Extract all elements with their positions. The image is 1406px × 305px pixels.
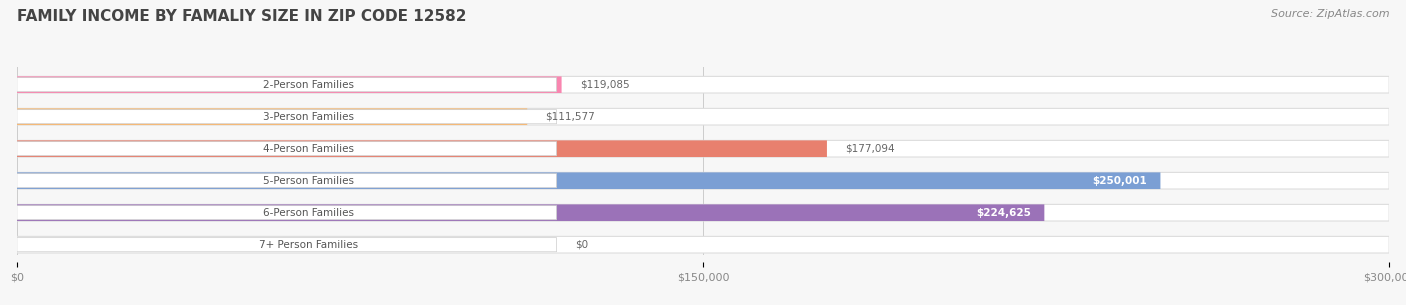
- FancyBboxPatch shape: [17, 108, 527, 125]
- Text: Source: ZipAtlas.com: Source: ZipAtlas.com: [1271, 9, 1389, 19]
- Text: 5-Person Families: 5-Person Families: [263, 176, 354, 186]
- FancyBboxPatch shape: [17, 76, 561, 93]
- FancyBboxPatch shape: [17, 78, 557, 92]
- Text: $224,625: $224,625: [976, 208, 1031, 218]
- Text: $0: $0: [575, 240, 588, 250]
- FancyBboxPatch shape: [17, 236, 1389, 253]
- FancyBboxPatch shape: [17, 108, 1389, 125]
- Text: $111,577: $111,577: [546, 112, 595, 122]
- Text: 4-Person Families: 4-Person Families: [263, 144, 354, 154]
- Text: 2-Person Families: 2-Person Families: [263, 80, 354, 90]
- FancyBboxPatch shape: [17, 238, 557, 252]
- FancyBboxPatch shape: [17, 172, 1160, 189]
- Text: 3-Person Families: 3-Person Families: [263, 112, 354, 122]
- FancyBboxPatch shape: [17, 142, 557, 156]
- Text: 6-Person Families: 6-Person Families: [263, 208, 354, 218]
- Text: 7+ Person Families: 7+ Person Families: [259, 240, 359, 250]
- FancyBboxPatch shape: [17, 204, 1045, 221]
- FancyBboxPatch shape: [17, 140, 827, 157]
- Text: FAMILY INCOME BY FAMALIY SIZE IN ZIP CODE 12582: FAMILY INCOME BY FAMALIY SIZE IN ZIP COD…: [17, 9, 467, 24]
- Text: $250,001: $250,001: [1092, 176, 1147, 186]
- FancyBboxPatch shape: [17, 172, 1389, 189]
- Text: $177,094: $177,094: [845, 144, 894, 154]
- FancyBboxPatch shape: [17, 140, 1389, 157]
- FancyBboxPatch shape: [17, 204, 1389, 221]
- FancyBboxPatch shape: [17, 76, 1389, 93]
- Text: $119,085: $119,085: [579, 80, 630, 90]
- FancyBboxPatch shape: [17, 174, 557, 188]
- FancyBboxPatch shape: [17, 110, 557, 124]
- FancyBboxPatch shape: [17, 206, 557, 220]
